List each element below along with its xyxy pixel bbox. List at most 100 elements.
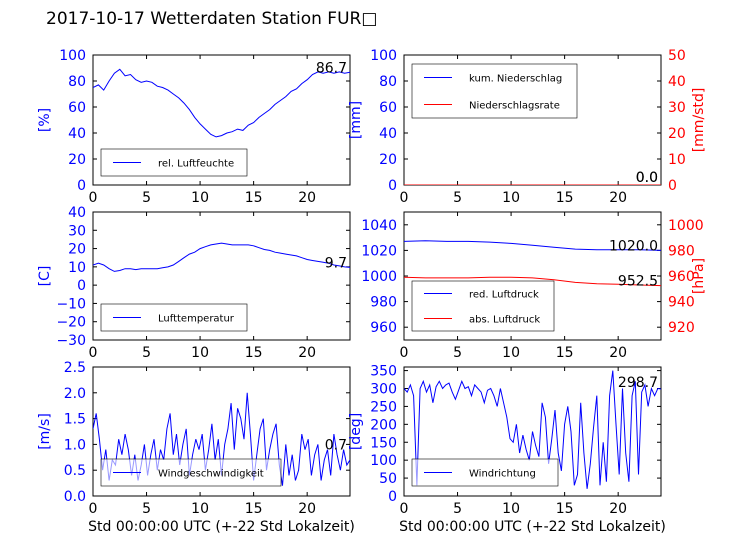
y-tick-label: 1020 — [361, 243, 397, 259]
x-tick-label: 0 — [89, 501, 98, 517]
y-tick-label: 100 — [370, 453, 397, 469]
y-tick-label: 200 — [370, 417, 397, 433]
y-tick-label: 40 — [379, 126, 397, 142]
y-tick-label: 60 — [379, 100, 397, 116]
x-tick-label: 5 — [142, 190, 151, 206]
x-tick-label: 15 — [245, 501, 263, 517]
plot-frame — [92, 54, 351, 186]
y-tick-label: 0 — [77, 278, 86, 294]
x-tick-label: 15 — [245, 190, 263, 206]
y2-tick-label: 20 — [668, 126, 686, 142]
legend-box — [411, 280, 555, 332]
x-tick-label: 20 — [609, 345, 627, 361]
y-tick-label: 150 — [370, 435, 397, 451]
last-value-label: 952.5 — [618, 274, 658, 290]
y-axis-label: [C] — [37, 266, 53, 287]
legend-label: Windgeschwindigkeit — [158, 469, 264, 480]
legend-label: rel. Luftfeuchte — [158, 159, 234, 170]
series-line-abs-luftdruck — [404, 276, 661, 287]
last-value-label: 298.7 — [618, 375, 658, 391]
x-tick-label: 20 — [298, 501, 316, 517]
y-tick-label: 80 — [379, 74, 397, 90]
series-line-rel-luftfeuchte — [93, 68, 350, 138]
x-tick-label: 20 — [609, 190, 627, 206]
legend-label: red. Luftdruck — [469, 290, 539, 301]
last-value-label: 0.0 — [636, 170, 658, 186]
x-tick-label: 0 — [400, 501, 409, 517]
panel-wind_speed: 0 5 10 15 20 0.0 0.5 1.0 1.5 2.0 2.5 [m/s] Std 00:00… — [37, 360, 355, 535]
series-line-red-luftdruck — [404, 240, 661, 251]
y2-tick-label: 980 — [668, 243, 695, 259]
y-tick-label: 2.5 — [64, 360, 86, 376]
x-tick-label: 0 — [89, 345, 98, 361]
y-tick-label: 20 — [68, 152, 86, 168]
y-tick-label: 1.5 — [64, 412, 86, 428]
y2-tick-label: 50 — [668, 48, 686, 64]
x-tick-label: 5 — [453, 345, 462, 361]
x-tick-label: 15 — [556, 190, 574, 206]
y-tick-label: 980 — [370, 295, 397, 311]
y-tick-label: −20 — [56, 315, 86, 331]
legend-box — [411, 63, 578, 119]
y-tick-label: 300 — [370, 382, 397, 398]
y-tick-label: 350 — [370, 364, 397, 380]
x-tick-label: 0 — [89, 190, 98, 206]
y2-axis-label: [mm/std] — [691, 88, 707, 153]
last-value-label: 1020.0 — [609, 238, 658, 254]
last-value-label: 9.7 — [325, 255, 347, 271]
panel-pressure: 0 5 10 15 20 960 980 1000 1020 1040 920 940 960 980 10… — [361, 211, 707, 361]
y-tick-label: 0 — [77, 178, 86, 194]
last-value-label: 0.0 — [636, 170, 658, 186]
y-tick-label: 0 — [388, 489, 397, 505]
x-axis-label: Std 00:00:00 UTC (+-22 Std Lokalzeit) — [88, 519, 355, 535]
y-tick-label: 100 — [370, 48, 397, 64]
y-tick-label: 40 — [68, 205, 86, 221]
y2-axis-label: [hPa] — [691, 258, 707, 294]
y2-tick-label: 960 — [668, 269, 695, 285]
y2-tick-label: 940 — [668, 295, 695, 311]
x-tick-label: 20 — [298, 345, 316, 361]
last-value-label: 86.7 — [316, 60, 347, 76]
y-tick-label: 10 — [68, 260, 86, 276]
y-tick-label: 60 — [68, 100, 86, 116]
x-tick-label: 10 — [502, 190, 520, 206]
x-tick-label: 5 — [453, 190, 462, 206]
y-tick-label: 1.0 — [64, 437, 86, 453]
x-tick-label: 5 — [453, 501, 462, 517]
x-tick-label: 10 — [191, 345, 209, 361]
x-tick-label: 0 — [400, 345, 409, 361]
x-tick-label: 10 — [191, 501, 209, 517]
y2-tick-label: 920 — [668, 320, 695, 336]
y2-tick-label: 1000 — [668, 218, 704, 234]
x-tick-label: 15 — [556, 501, 574, 517]
y-tick-label: −30 — [56, 333, 86, 349]
y-tick-label: 0.5 — [64, 463, 86, 479]
y2-tick-label: 40 — [668, 74, 686, 90]
y-tick-label: 20 — [379, 152, 397, 168]
y-tick-label: 80 — [68, 74, 86, 90]
x-tick-label: 20 — [298, 190, 316, 206]
figure-title: 2017-10-17 Wetterdaten Station FUR□ — [46, 9, 378, 29]
y-tick-label: 2.0 — [64, 386, 86, 402]
legend-label: Lufttemperatur — [158, 314, 235, 325]
legend-label: Niederschlagsrate — [469, 101, 560, 112]
y-axis-label: [%] — [37, 108, 53, 132]
y-tick-label: 30 — [68, 223, 86, 239]
x-tick-label: 15 — [245, 345, 263, 361]
y-tick-label: 0.0 — [64, 489, 86, 505]
y2-tick-label: 10 — [668, 152, 686, 168]
y-tick-label: 40 — [68, 126, 86, 142]
y-tick-label: 20 — [68, 242, 86, 258]
plot-frame — [92, 211, 351, 341]
plot-frame — [92, 366, 351, 497]
legend-label: Windrichtung — [469, 469, 536, 480]
legend-label: abs. Luftdruck — [469, 315, 540, 326]
y-axis-label: [m/s] — [37, 413, 53, 450]
x-tick-label: 20 — [609, 501, 627, 517]
y-tick-label: 250 — [370, 399, 397, 415]
x-axis-label: Std 00:00:00 UTC (+-22 Std Lokalzeit) — [399, 519, 666, 535]
y-tick-label: 1040 — [361, 218, 397, 234]
y-tick-label: 100 — [59, 48, 86, 64]
